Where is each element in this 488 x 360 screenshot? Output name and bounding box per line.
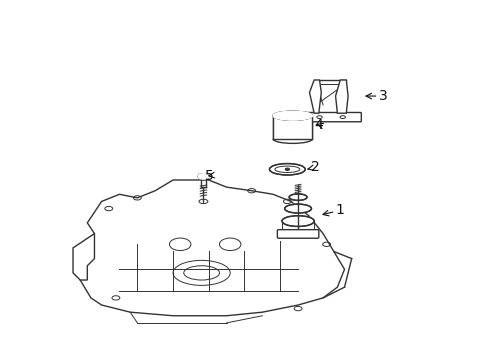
- Polygon shape: [335, 80, 347, 113]
- FancyBboxPatch shape: [305, 112, 361, 122]
- Ellipse shape: [269, 163, 305, 175]
- Polygon shape: [80, 180, 344, 316]
- Text: 5: 5: [205, 169, 214, 183]
- FancyBboxPatch shape: [277, 230, 318, 238]
- Polygon shape: [73, 234, 94, 280]
- Ellipse shape: [284, 204, 311, 213]
- Ellipse shape: [272, 111, 312, 120]
- Text: 1: 1: [323, 203, 344, 217]
- Text: 2: 2: [307, 161, 319, 175]
- Ellipse shape: [288, 194, 306, 201]
- Ellipse shape: [282, 216, 313, 226]
- Text: 4: 4: [313, 118, 323, 132]
- Ellipse shape: [198, 174, 208, 179]
- Ellipse shape: [291, 115, 294, 117]
- FancyBboxPatch shape: [272, 116, 312, 139]
- Ellipse shape: [285, 168, 289, 171]
- Text: 3: 3: [365, 89, 386, 103]
- Polygon shape: [309, 80, 321, 113]
